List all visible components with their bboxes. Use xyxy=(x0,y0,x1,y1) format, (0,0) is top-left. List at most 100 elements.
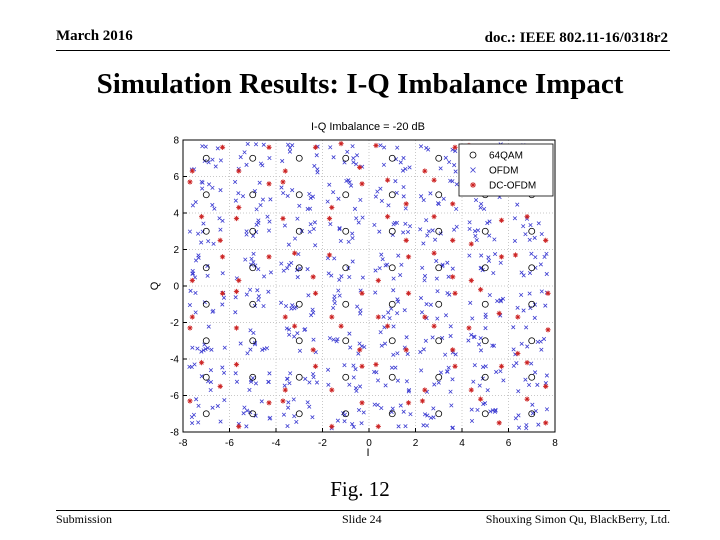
x-axis-label: I xyxy=(366,447,369,459)
ofdm-point xyxy=(233,295,238,300)
ofdm-point xyxy=(335,418,340,423)
ofdm-point xyxy=(422,273,428,279)
ofdm-point xyxy=(379,252,384,257)
ofdm-point xyxy=(527,237,532,242)
ofdm-point xyxy=(450,425,455,430)
ofdm-point xyxy=(200,180,205,185)
qam64-point xyxy=(249,191,257,199)
ofdm-point xyxy=(394,220,400,225)
ofdm-point xyxy=(348,183,354,188)
ofdm-point xyxy=(538,262,543,267)
dc-ofdm-point xyxy=(310,274,316,280)
ofdm-point xyxy=(373,268,378,273)
ofdm-point xyxy=(428,415,434,420)
dc-ofdm-point xyxy=(233,288,240,295)
qam64-point xyxy=(388,191,396,199)
ofdm-point xyxy=(200,186,205,191)
ofdm-point xyxy=(438,166,443,171)
ofdm-point xyxy=(436,380,441,385)
ofdm-point xyxy=(472,363,477,368)
qam64-point xyxy=(528,264,536,272)
ofdm-point xyxy=(432,382,437,387)
ofdm-point xyxy=(196,255,201,260)
ofdm-point xyxy=(327,182,332,187)
ofdm-point xyxy=(525,344,530,349)
ofdm-point xyxy=(487,219,492,224)
plot-grid xyxy=(182,139,556,433)
ofdm-point xyxy=(336,288,341,293)
ofdm-point xyxy=(535,382,540,387)
ofdm-point xyxy=(310,307,315,312)
ofdm-point xyxy=(404,379,409,384)
ofdm-point xyxy=(238,341,243,346)
qam64-point xyxy=(435,337,443,345)
ofdm-point xyxy=(221,370,227,375)
dc-ofdm-point xyxy=(312,363,319,369)
ofdm-point xyxy=(524,422,529,428)
ofdm-point xyxy=(530,402,535,407)
ofdm-point xyxy=(418,295,424,301)
ofdm-point xyxy=(297,203,302,208)
ofdm-point xyxy=(448,324,453,329)
ofdm-point xyxy=(543,381,548,386)
y-tick-label: 6 xyxy=(173,172,179,183)
ofdm-point xyxy=(211,241,216,246)
ofdm-point xyxy=(418,194,424,199)
ofdm-point xyxy=(541,336,547,342)
x-tick-label: 6 xyxy=(506,438,512,449)
ofdm-point xyxy=(352,206,358,211)
qam64-point xyxy=(342,227,350,235)
ofdm-point xyxy=(539,231,544,237)
qam64-point xyxy=(249,264,257,272)
ofdm-point xyxy=(220,271,225,276)
ofdm-point xyxy=(521,224,526,229)
ofdm-point xyxy=(492,252,498,257)
ofdm-point xyxy=(194,397,199,402)
ofdm-point xyxy=(466,338,471,343)
ofdm-point xyxy=(450,179,455,184)
ofdm-point xyxy=(524,325,529,330)
ofdm-point xyxy=(408,412,413,417)
dc-ofdm-point xyxy=(219,290,226,296)
qam64-point xyxy=(481,300,489,308)
ofdm-point xyxy=(539,289,544,294)
ofdm-point xyxy=(407,165,412,170)
ofdm-point xyxy=(396,424,401,429)
ofdm-point xyxy=(498,369,503,374)
ofdm-point xyxy=(249,379,254,384)
ofdm-point xyxy=(472,229,478,234)
ofdm-point xyxy=(206,324,211,329)
ofdm-point xyxy=(423,338,428,343)
ofdm-point xyxy=(306,293,311,298)
qam64-point xyxy=(435,191,443,199)
ofdm-point xyxy=(516,425,522,430)
ofdm-point xyxy=(476,342,482,347)
ofdm-point xyxy=(435,316,440,321)
ofdm-point xyxy=(210,202,215,208)
ofdm-point xyxy=(286,405,291,410)
ofdm-point xyxy=(405,229,411,235)
ofdm-point xyxy=(238,155,243,160)
ofdm-point xyxy=(325,199,330,204)
legend-label: DC-OFDM xyxy=(489,181,536,192)
ofdm-point xyxy=(331,337,336,342)
ofdm-point xyxy=(433,237,438,242)
ofdm-point xyxy=(308,222,313,227)
ofdm-point xyxy=(236,191,241,196)
qam64-point xyxy=(388,300,396,308)
ofdm-point xyxy=(285,423,290,429)
ofdm-point xyxy=(193,290,198,296)
ofdm-point xyxy=(469,332,474,337)
ofdm-point xyxy=(307,404,312,409)
dc-ofdm-point xyxy=(359,290,365,296)
footer-submission: Submission xyxy=(56,512,113,526)
ofdm-point xyxy=(494,369,499,375)
ofdm-point xyxy=(454,224,459,229)
ofdm-point xyxy=(543,303,548,308)
ofdm-point xyxy=(260,347,265,352)
ofdm-point xyxy=(398,160,403,165)
ofdm-point xyxy=(443,155,448,160)
ofdm-point xyxy=(475,228,481,233)
qam64-point xyxy=(435,154,443,162)
ofdm-point xyxy=(215,146,220,151)
